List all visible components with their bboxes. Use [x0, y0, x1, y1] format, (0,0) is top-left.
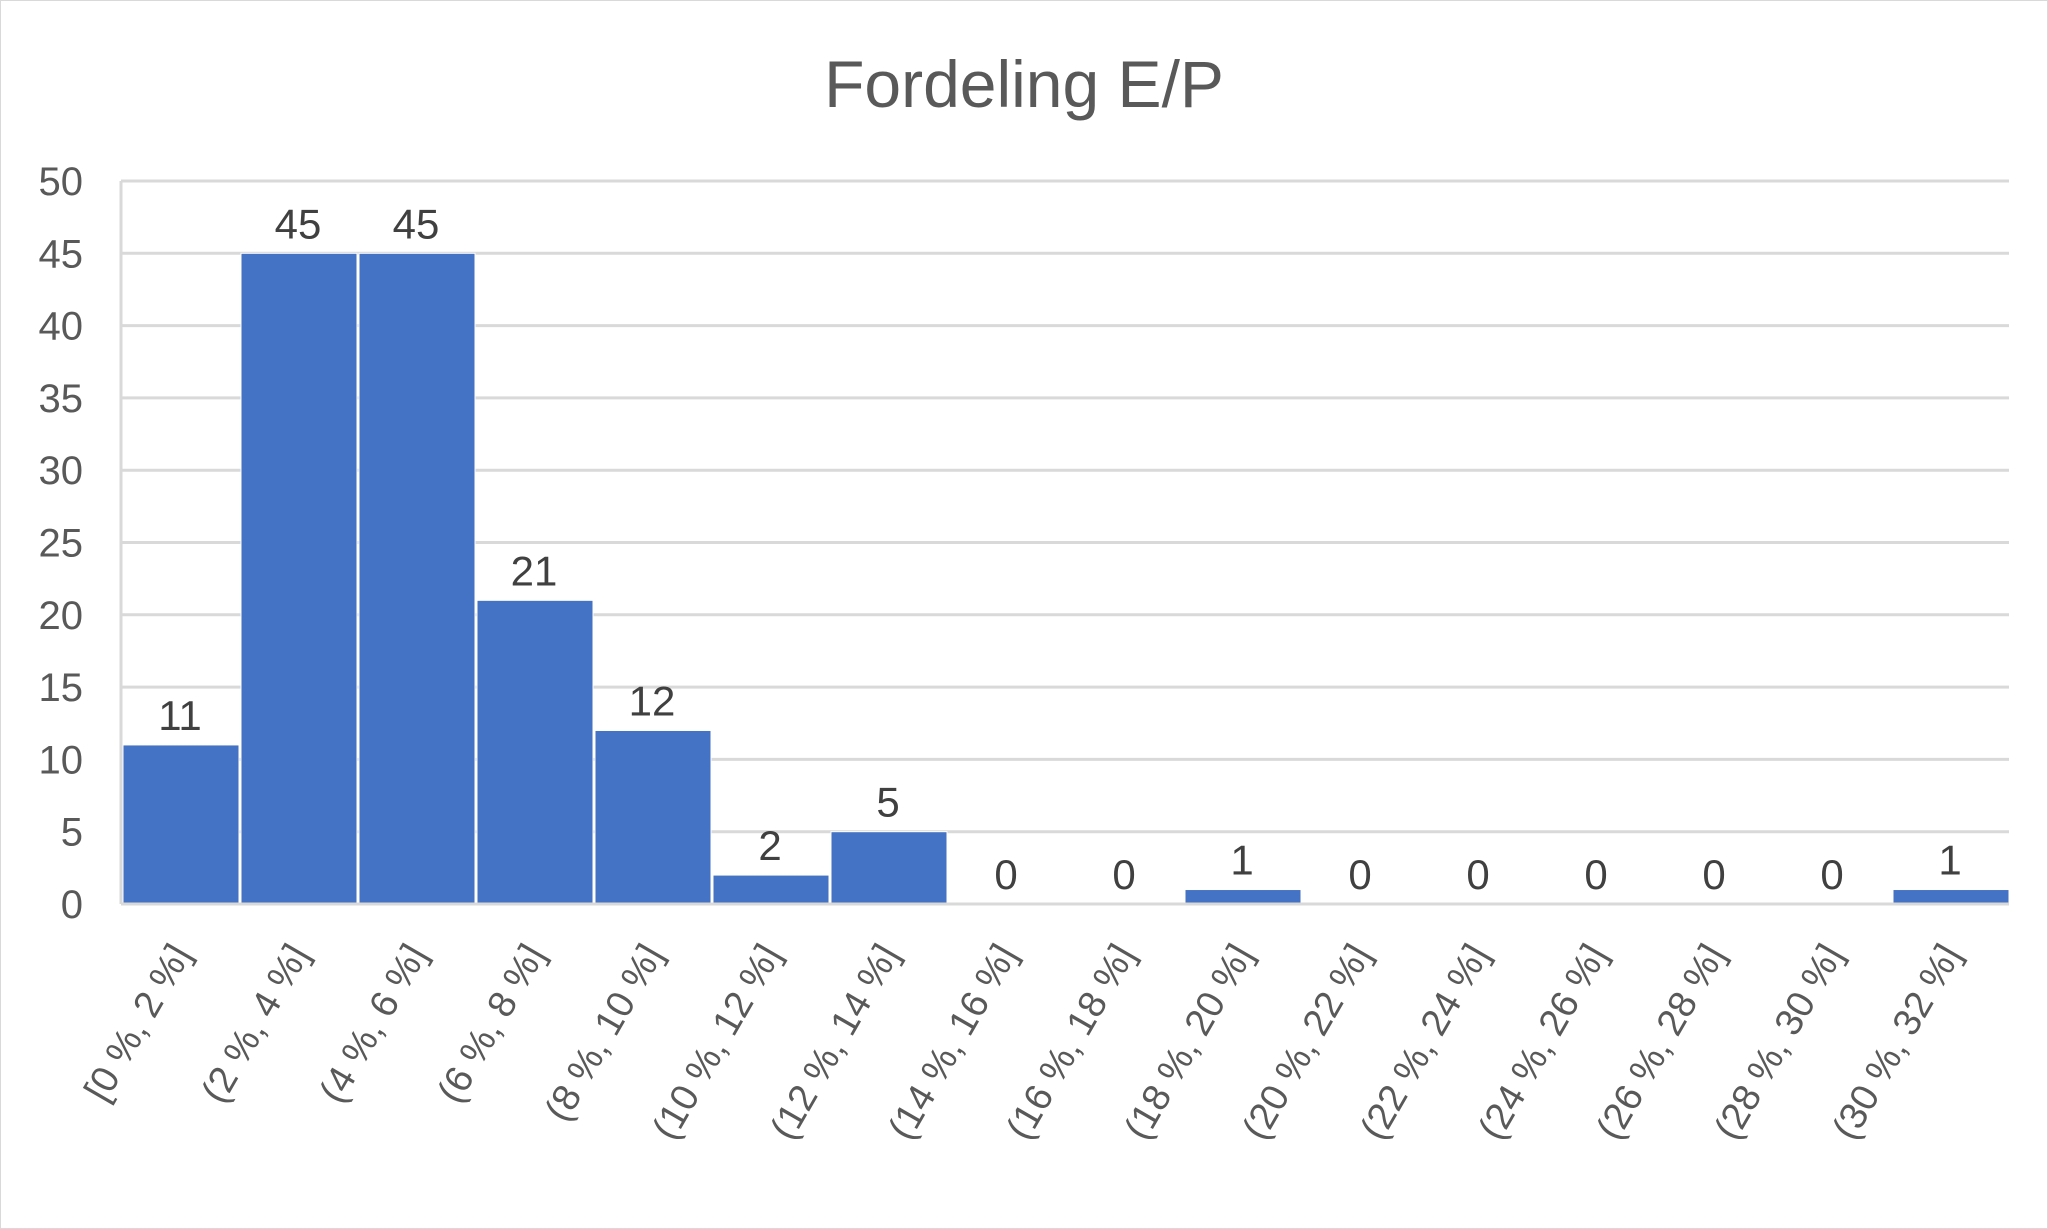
histogram-bar [358, 252, 476, 905]
x-tick-label: (6 %, 8 %] [430, 938, 554, 1111]
data-label: 45 [393, 200, 440, 247]
y-tick-label: 5 [61, 811, 83, 855]
y-tick-label: 0 [61, 883, 83, 927]
x-tick-label: (8 %, 10 %] [537, 938, 672, 1129]
data-label: 0 [1466, 851, 1489, 898]
data-label: 5 [876, 779, 899, 826]
data-label: 11 [158, 692, 202, 739]
y-tick-label: 45 [39, 232, 84, 276]
histogram-bar [1184, 889, 1302, 905]
histogram-bar [476, 599, 594, 905]
histogram-bar [712, 874, 830, 905]
x-tick-label: (30 %, 32 %] [1825, 938, 1970, 1147]
data-label: 12 [629, 677, 676, 724]
x-tick-label: (2 %, 4 %] [194, 938, 318, 1111]
y-tick-label: 35 [39, 377, 84, 421]
data-label: 1 [1938, 837, 1961, 884]
y-axis-ticks: 0 5 10 15 20 25 30 35 40 45 50 [39, 160, 84, 927]
data-label: 0 [1702, 851, 1725, 898]
y-tick-label: 30 [39, 449, 84, 493]
data-labels: 11 45 45 21 12 2 5 0 0 1 0 0 0 0 0 1 [158, 200, 1961, 898]
data-label: 21 [511, 547, 558, 594]
data-label: 45 [275, 200, 322, 247]
y-tick-label: 10 [39, 738, 84, 782]
histogram-bar [1892, 889, 2010, 905]
y-tick-label: 20 [39, 594, 84, 638]
data-label: 1 [1230, 837, 1253, 884]
bars [122, 252, 2010, 905]
y-tick-label: 40 [39, 305, 84, 349]
histogram-bar [830, 831, 948, 905]
data-label: 0 [994, 851, 1017, 898]
data-label: 0 [1820, 851, 1843, 898]
chart-title: Fordeling E/P [824, 47, 1224, 121]
histogram-bar [122, 744, 240, 905]
x-tick-label: [0 %, 2 %] [77, 938, 200, 1109]
data-label: 0 [1584, 851, 1607, 898]
x-axis-ticks: [0 %, 2 %](2 %, 4 %](4 %, 6 %](6 %, 8 %]… [77, 938, 1970, 1147]
y-tick-label: 25 [39, 522, 84, 566]
x-tick-label: (4 %, 6 %] [312, 938, 436, 1111]
histogram-bar [240, 252, 358, 905]
y-tick-label: 15 [39, 666, 84, 710]
data-label: 2 [758, 822, 781, 869]
data-label: 0 [1112, 851, 1135, 898]
histogram-bar [594, 729, 712, 905]
y-tick-label: 50 [39, 160, 84, 204]
data-label: 0 [1348, 851, 1371, 898]
